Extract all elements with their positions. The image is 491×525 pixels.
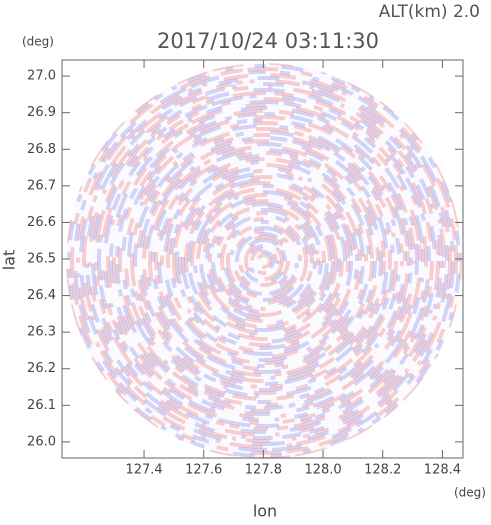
x-tick-label: 127.6 [185, 463, 222, 478]
texture-ring [97, 94, 431, 428]
y-tick-label: 26.5 [27, 252, 56, 267]
texture-ring [154, 151, 374, 371]
x-unit: (deg) [454, 486, 486, 500]
y-tick-label: 26.0 [27, 434, 56, 449]
texture-ring [130, 127, 398, 395]
y-tick-label: 26.4 [27, 288, 56, 303]
texture-ring [220, 217, 308, 305]
texture-ring [103, 100, 425, 422]
texture-ring [217, 214, 311, 308]
y-tick-label: 27.0 [27, 69, 56, 84]
y-tick-label: 26.8 [27, 142, 56, 157]
texture-ring [151, 148, 377, 374]
texture-ring [211, 208, 317, 314]
texture-ring [256, 253, 272, 269]
subtitle: ALT(km) 2.0 [379, 2, 480, 22]
chart-title: 2017/10/24 03:11:30 [157, 29, 379, 53]
texture-ring [184, 181, 344, 341]
texture-ring [109, 106, 419, 416]
texture-ring [112, 109, 416, 413]
texture-ring [232, 229, 296, 293]
texture-ring [196, 193, 332, 329]
texture-ring [142, 139, 386, 383]
texture-ring [115, 112, 413, 410]
texture-ring [79, 76, 449, 446]
texture-ring [133, 130, 395, 392]
texture-ring [100, 97, 428, 425]
x-tick-label: 128.2 [364, 463, 401, 478]
texture-ring [172, 169, 356, 353]
texture-ring [238, 235, 290, 287]
texture-ring [67, 64, 461, 458]
x-tick-label: 127.4 [125, 463, 162, 478]
texture-ring [73, 70, 455, 452]
texture-ring [94, 91, 434, 431]
texture-ring [247, 244, 281, 278]
texture-ring [106, 103, 422, 419]
texture-ring [223, 220, 305, 302]
texture-ring [163, 160, 365, 362]
texture-ring [169, 166, 359, 356]
x-axis-label: lon [253, 502, 277, 521]
texture-ring [88, 85, 440, 437]
texture-ring [208, 205, 320, 317]
x-tick-label: 128.4 [424, 463, 461, 478]
y-unit: (deg) [22, 35, 54, 49]
texture-ring [148, 145, 380, 377]
texture-ring [193, 190, 335, 332]
texture-ring [118, 115, 410, 407]
texture-ring [253, 250, 275, 272]
texture-ring [121, 118, 407, 404]
texture-ring [124, 121, 404, 401]
y-tick-label: 26.1 [27, 398, 56, 413]
texture-ring [82, 79, 446, 443]
radar-field [66, 63, 462, 459]
x-tick-label: 127.8 [245, 463, 282, 478]
texture-ring [157, 154, 371, 368]
texture-ring [226, 223, 302, 299]
texture-ring [76, 73, 452, 449]
texture-ring [160, 157, 368, 365]
texture-ring [244, 241, 284, 281]
y-tick-label: 26.7 [27, 178, 56, 193]
texture-ring [250, 247, 278, 275]
texture-ring [214, 211, 314, 311]
texture-ring [166, 163, 362, 359]
texture-ring [235, 232, 293, 290]
texture-ring [205, 202, 323, 320]
texture-ring [181, 178, 347, 344]
y-axis-label: lat [0, 250, 19, 271]
texture-ring [190, 187, 338, 335]
texture-ring [85, 82, 443, 440]
y-tick-label: 26.9 [27, 105, 56, 120]
texture-ring [202, 199, 326, 323]
texture-ring [136, 133, 392, 389]
texture-ring [175, 172, 353, 350]
texture-ring [229, 226, 299, 296]
y-tick-label: 26.6 [27, 215, 56, 230]
y-tick-label: 26.3 [27, 325, 56, 340]
texture-ring [178, 175, 350, 347]
x-tick-label: 128.0 [304, 463, 341, 478]
texture-ring [187, 184, 341, 338]
y-tick-label: 26.2 [27, 361, 56, 376]
texture-ring [241, 238, 287, 284]
texture-ring [91, 88, 437, 434]
texture-ring [145, 142, 383, 380]
texture-ring [70, 67, 458, 455]
